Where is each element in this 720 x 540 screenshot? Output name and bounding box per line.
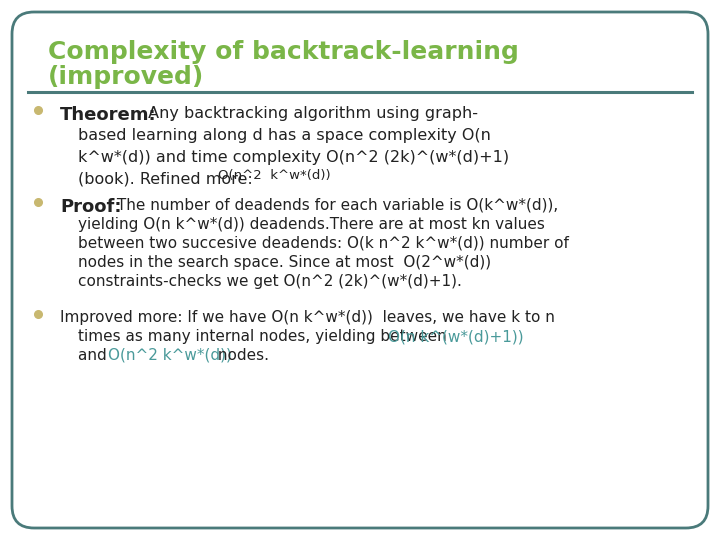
FancyBboxPatch shape: [12, 12, 708, 528]
Text: nodes in the search space. Since at most  O(2^w*(d)): nodes in the search space. Since at most…: [78, 255, 491, 270]
Text: constraints-checks we get O(n^2 (2k)^(w*(d)+1).: constraints-checks we get O(n^2 (2k)^(w*…: [78, 274, 462, 289]
Text: Proof:: Proof:: [60, 198, 122, 216]
Text: based learning along d has a space complexity O(n: based learning along d has a space compl…: [78, 128, 491, 143]
Text: The number of deadends for each variable is O(k^w*(d)),: The number of deadends for each variable…: [112, 198, 558, 213]
Text: and: and: [78, 348, 112, 363]
Text: Any backtracking algorithm using graph-: Any backtracking algorithm using graph-: [143, 106, 478, 121]
Text: (book). Refined more:: (book). Refined more:: [78, 172, 258, 187]
Text: Improved more: If we have O(n k^w*(d))  leaves, we have k to n: Improved more: If we have O(n k^w*(d)) l…: [60, 310, 555, 325]
Text: Theorem:: Theorem:: [60, 106, 157, 124]
Text: O(n^2  k^w*(d)): O(n^2 k^w*(d)): [218, 169, 330, 182]
Text: yielding O(n k^w*(d)) deadends.There are at most kn values: yielding O(n k^w*(d)) deadends.There are…: [78, 217, 545, 232]
Text: between two succesive deadends: O(k n^2 k^w*(d)) number of: between two succesive deadends: O(k n^2 …: [78, 236, 569, 251]
Text: nodes.: nodes.: [213, 348, 269, 363]
Text: O(n k^(w*(d)+1)): O(n k^(w*(d)+1)): [388, 329, 523, 344]
Text: (improved): (improved): [48, 65, 204, 89]
Text: k^w*(d)) and time complexity O(n^2 (2k)^(w*(d)+1): k^w*(d)) and time complexity O(n^2 (2k)^…: [78, 150, 509, 165]
Text: Complexity of backtrack-learning: Complexity of backtrack-learning: [48, 40, 519, 64]
Text: O(n^2 k^w*(d)): O(n^2 k^w*(d)): [108, 348, 232, 363]
Text: times as many internal nodes, yielding between: times as many internal nodes, yielding b…: [78, 329, 451, 344]
